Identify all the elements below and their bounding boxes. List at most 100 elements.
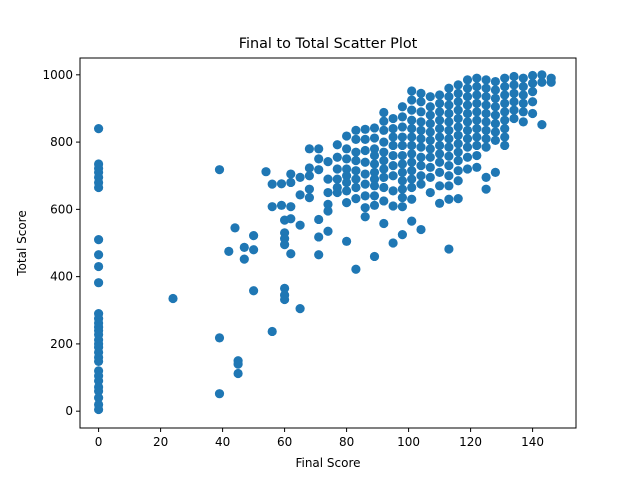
scatter-point	[397, 192, 407, 203]
scatter-point	[453, 88, 463, 98]
scatter-point	[360, 212, 370, 222]
scatter-point	[500, 132, 510, 142]
scatter-point	[435, 181, 445, 191]
scatter-point	[435, 124, 445, 134]
scatter-point	[481, 172, 491, 183]
scatter-point	[416, 179, 426, 189]
scatter-point	[416, 107, 426, 117]
scatter-point	[342, 144, 352, 154]
scatter-point	[453, 166, 463, 176]
scatter-point	[397, 122, 407, 132]
scatter-point	[416, 142, 426, 152]
scatter-point	[94, 386, 104, 396]
scatter-point	[249, 231, 259, 241]
scatter-point	[472, 98, 482, 109]
scatter-point	[500, 124, 510, 134]
y-axis-label: Total Score	[15, 210, 29, 276]
scatter-point	[379, 147, 389, 157]
scatter-point	[407, 105, 417, 115]
x-tick-label: 140	[521, 435, 544, 449]
scatter-point	[425, 127, 435, 137]
scatter-point	[472, 132, 482, 142]
scatter-point	[481, 117, 491, 127]
scatter-point	[490, 127, 500, 137]
scatter-point	[332, 140, 342, 150]
scatter-point	[94, 124, 104, 134]
scatter-point	[444, 134, 454, 144]
scatter-point	[528, 108, 538, 119]
scatter-point	[453, 113, 463, 124]
scatter-point	[286, 177, 296, 188]
scatter-point	[407, 194, 417, 204]
scatter-point	[314, 214, 324, 225]
y-tick-label: 800	[50, 135, 73, 149]
scatter-point	[444, 100, 454, 110]
scatter-point	[453, 147, 463, 157]
scatter-point	[369, 191, 380, 201]
scatter-point	[397, 202, 407, 212]
scatter-point	[490, 93, 500, 103]
x-tick-label: 0	[95, 435, 103, 449]
scatter-point	[472, 162, 482, 172]
scatter-point	[314, 154, 324, 164]
scatter-point	[295, 220, 305, 230]
scatter-point	[472, 150, 482, 161]
points-layer	[94, 70, 556, 415]
scatter-point	[407, 157, 417, 167]
scatter-point	[314, 144, 324, 154]
scatter-point	[462, 83, 473, 93]
scatter-point	[407, 182, 417, 193]
scatter-point	[233, 359, 243, 369]
scatter-point	[444, 125, 454, 135]
scatter-point	[369, 200, 380, 210]
scatter-point	[537, 77, 547, 87]
scatter-point	[472, 140, 482, 151]
x-axis-label: Final Score	[295, 456, 360, 470]
scatter-point	[500, 90, 510, 100]
scatter-point	[360, 179, 370, 189]
scatter-point	[416, 125, 426, 135]
scatter-point	[379, 172, 389, 183]
scatter-point	[342, 177, 352, 188]
scatter-point	[462, 75, 473, 85]
scatter-point	[472, 73, 482, 83]
scatter-point	[351, 194, 361, 204]
scatter-point	[295, 190, 305, 200]
scatter-point	[416, 97, 426, 107]
x-tick-label: 120	[459, 435, 482, 449]
scatter-point	[295, 172, 305, 183]
scatter-point	[332, 152, 342, 162]
scatter-point	[435, 132, 445, 142]
scatter-point	[249, 286, 259, 296]
scatter-point	[444, 194, 454, 204]
scatter-point	[397, 167, 407, 177]
scatter-point	[304, 184, 314, 194]
x-tick-label: 20	[153, 435, 168, 449]
scatter-point	[453, 122, 463, 132]
scatter-point	[490, 110, 500, 120]
scatter-point	[94, 250, 104, 260]
scatter-point	[379, 182, 389, 193]
scatter-point	[323, 187, 333, 198]
scatter-point	[444, 83, 454, 93]
scatter-point	[295, 303, 305, 314]
scatter-point	[481, 125, 491, 135]
scatter-point	[397, 229, 407, 240]
scatter-point	[472, 81, 482, 92]
scatter-point	[360, 191, 370, 201]
scatter-point	[425, 102, 435, 112]
scatter-point	[314, 232, 324, 242]
scatter-point	[261, 167, 271, 177]
scatter-point	[304, 144, 314, 154]
y-axis-ticks: 0 200 400 600 800 1000	[42, 68, 80, 418]
scatter-point	[435, 157, 445, 167]
scatter-point	[351, 166, 361, 176]
scatter-point	[379, 125, 389, 135]
scatter-point	[323, 199, 333, 209]
scatter-point	[369, 174, 380, 184]
scatter-point	[407, 216, 417, 226]
scatter-point	[425, 187, 435, 198]
scatter-point	[224, 246, 234, 257]
scatter-point	[462, 152, 473, 162]
